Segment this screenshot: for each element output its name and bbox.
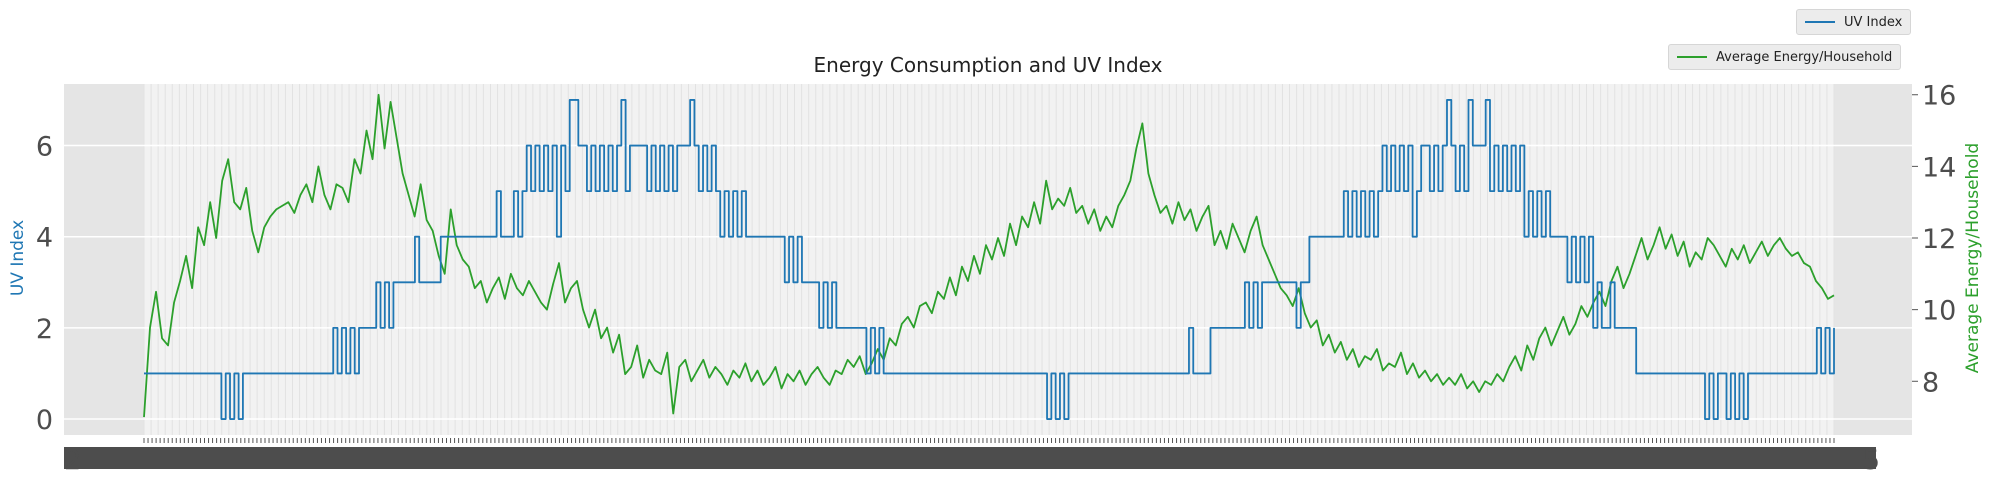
legend-energy-label: Average Energy/Household	[1716, 49, 1893, 65]
chart-title: Energy Consumption and UV Index	[814, 53, 1163, 77]
legend-uv-index: UV Index	[1796, 9, 1912, 35]
uv-index-line	[144, 99, 1835, 420]
series-lines	[143, 93, 1835, 420]
x-tick-label-band	[64, 447, 1876, 469]
x-tick-first-label: 2	[64, 445, 81, 476]
right-y-axis: 8 10 12 14 16	[1912, 81, 1956, 398]
x-tick-marks	[143, 438, 1835, 443]
left-y-axis-label: UV Index	[8, 220, 28, 296]
right-y-tick-label: 10	[1922, 296, 1956, 327]
left-y-tick-label: 2	[36, 314, 53, 345]
legend-energy-swatch	[1677, 56, 1707, 58]
left-y-tick-label: 6	[36, 132, 53, 163]
legend-uv-index-label: UV Index	[1844, 14, 1903, 30]
right-y-axis-label: Average Energy/Household	[1963, 143, 1983, 373]
right-y-tick-label: 8	[1922, 367, 1939, 398]
x-tick-last-label: 5	[1863, 445, 1880, 476]
left-y-axis: 0 2 4 6	[36, 132, 53, 437]
right-y-tick-label: 14	[1922, 152, 1956, 183]
right-y-tick-label: 16	[1922, 81, 1956, 112]
plot-area	[144, 84, 1834, 435]
left-y-tick-label: 0	[36, 405, 53, 436]
energy-line	[143, 93, 1835, 418]
left-y-tick-label: 4	[36, 223, 53, 254]
legend-energy: Average Energy/Household	[1668, 44, 1902, 70]
right-y-tick-label: 12	[1922, 224, 1956, 255]
legend-uv-index-swatch	[1805, 21, 1835, 23]
